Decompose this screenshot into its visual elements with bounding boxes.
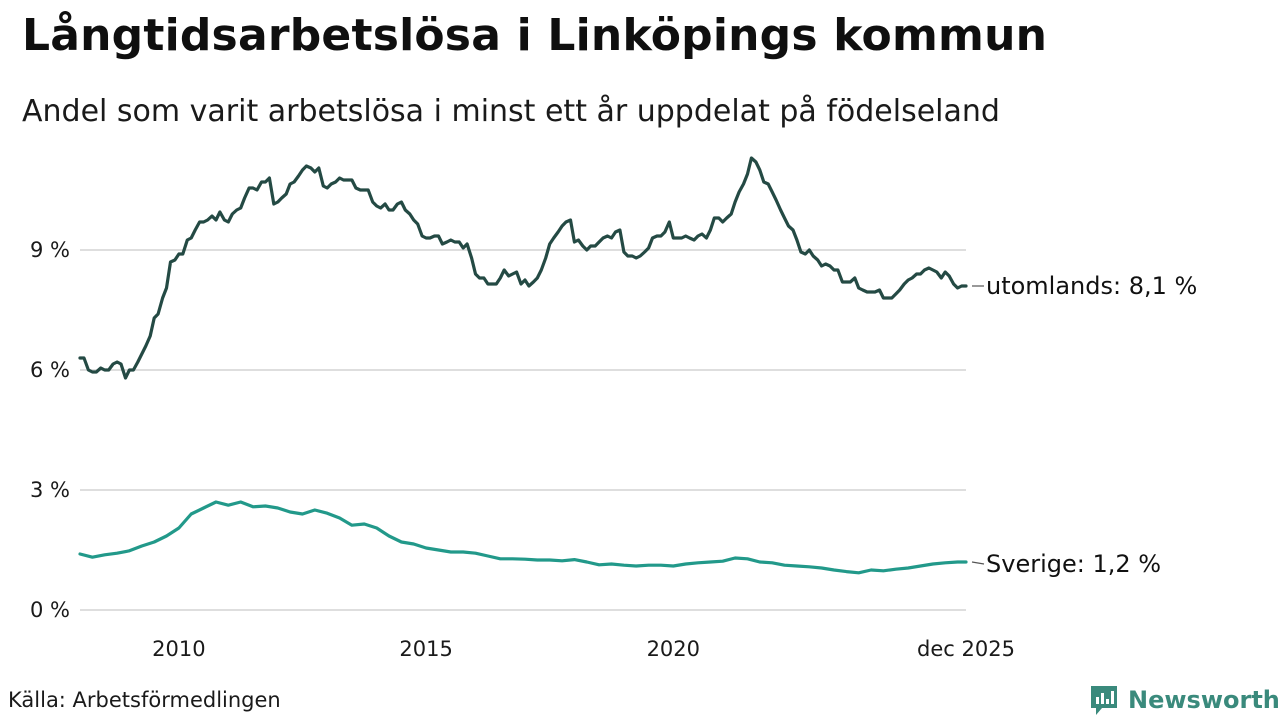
- brand-logo: Newsworthy: [1088, 683, 1280, 717]
- source-note: Källa: Arbetsförmedlingen: [8, 688, 281, 712]
- newsworthy-logo-icon: [1091, 686, 1117, 715]
- x-tick-label: 2010: [152, 637, 205, 661]
- end-label-connector: [971, 561, 985, 565]
- series-end-label: utomlands: 8,1 %: [986, 272, 1197, 300]
- brand-name: Newsworthy: [1128, 686, 1280, 714]
- y-tick-label: 9 %: [30, 238, 70, 262]
- series-end-label: Sverige: 1,2 %: [986, 550, 1161, 578]
- x-tick-label: dec 2025: [917, 637, 1015, 661]
- y-tick-label: 6 %: [30, 358, 70, 382]
- y-tick-label: 0 %: [30, 598, 70, 622]
- chart-title: Långtidsarbetslösa i Linköpings kommun: [22, 10, 1048, 61]
- x-tick-label: 2020: [647, 637, 700, 661]
- chart-subtitle: Andel som varit arbetslösa i minst ett å…: [22, 94, 1000, 129]
- x-tick-label: 2015: [399, 637, 452, 661]
- series-line-sverige: [78, 500, 968, 575]
- series-line-utomlands: [78, 156, 968, 380]
- y-tick-label: 3 %: [30, 478, 70, 502]
